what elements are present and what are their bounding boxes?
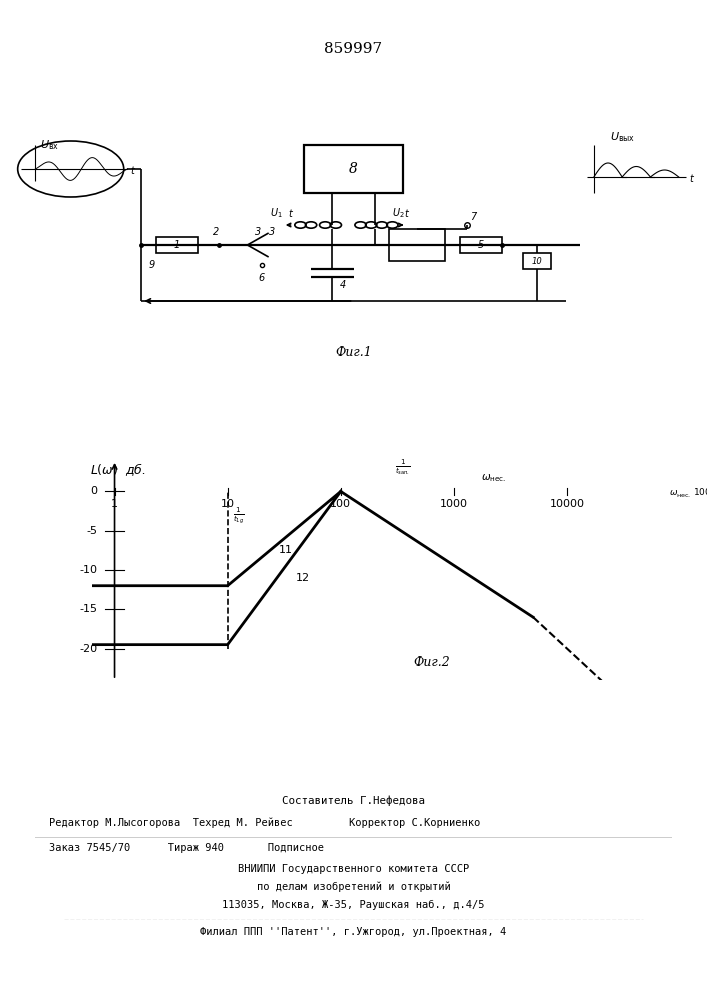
- Text: Фиг.2: Фиг.2: [413, 656, 450, 669]
- Text: 1: 1: [111, 499, 118, 509]
- Text: -15: -15: [80, 604, 98, 614]
- Text: по делам изобретений и открытий: по делам изобретений и открытий: [257, 882, 450, 893]
- Text: $\frac{1}{t_{1g}}$: $\frac{1}{t_{1g}}$: [233, 506, 245, 526]
- Text: $U_{\text{вх}}$: $U_{\text{вх}}$: [40, 138, 59, 152]
- Bar: [304, 145, 403, 193]
- Text: 9: 9: [148, 260, 155, 270]
- Text: Редактор М.Лысогорова  Техред М. Рейвес         Корректор С.Корниенко: Редактор М.Лысогорова Техред М. Рейвес К…: [49, 817, 481, 828]
- Text: $U_2$: $U_2$: [392, 206, 405, 220]
- Text: 5: 5: [478, 240, 484, 250]
- Text: 10: 10: [532, 256, 543, 265]
- Text: 1000: 1000: [440, 499, 468, 509]
- Text: 0: 0: [90, 486, 98, 496]
- Text: Заказ 7545/70      Тираж 940       Подписное: Заказ 7545/70 Тираж 940 Подписное: [49, 843, 325, 853]
- Text: -5: -5: [86, 526, 98, 536]
- Text: $U_1$: $U_1$: [270, 206, 283, 220]
- Text: ВНИИПИ Государственного комитета СССР: ВНИИПИ Государственного комитета СССР: [238, 864, 469, 874]
- Text: $\omega_{\text{нес.}}$: $\omega_{\text{нес.}}$: [481, 472, 506, 484]
- Text: 3: 3: [255, 227, 261, 237]
- Text: t: t: [131, 166, 134, 176]
- Text: 8: 8: [349, 162, 358, 176]
- Text: 859997: 859997: [325, 42, 382, 56]
- Text: 6: 6: [259, 273, 264, 283]
- Text: $\frac{1}{t_{\text{зап.}}}$: $\frac{1}{t_{\text{зап.}}}$: [395, 458, 411, 477]
- Text: t: t: [404, 209, 409, 219]
- Text: t: t: [689, 174, 693, 184]
- Text: 100: 100: [330, 499, 351, 509]
- Text: $L(\omega)$  дб.: $L(\omega)$ дб.: [90, 462, 146, 478]
- Text: 2: 2: [213, 227, 218, 237]
- Text: -10: -10: [80, 565, 98, 575]
- Text: 113035, Москва, Ж-35, Раушская наб., д.4/5: 113035, Москва, Ж-35, Раушская наб., д.4…: [222, 900, 485, 910]
- Text: t: t: [288, 209, 292, 219]
- Text: 12: 12: [296, 573, 310, 583]
- Text: Филиал ППП ''Патент'', г.Ужгород, ул.Проектная, 4: Филиал ППП ''Патент'', г.Ужгород, ул.Про…: [200, 927, 507, 937]
- Text: 11: 11: [279, 545, 293, 555]
- Bar: [156, 237, 198, 253]
- Text: $\omega_{\text{нес.}}\ 10000\ \omega_{\text{зап.}}\,\frac{1}{\text{сек.}}$: $\omega_{\text{нес.}}\ 10000\ \omega_{\t…: [669, 486, 707, 501]
- Text: Фиг.1: Фиг.1: [335, 347, 372, 360]
- Text: 1: 1: [174, 240, 180, 250]
- Text: 7: 7: [470, 212, 477, 222]
- Text: 3: 3: [269, 227, 275, 237]
- Bar: [523, 253, 551, 269]
- Bar: [389, 229, 445, 261]
- Text: 4: 4: [339, 280, 346, 290]
- Text: 10000: 10000: [549, 499, 585, 509]
- Text: Составитель Г.Нефедова: Составитель Г.Нефедова: [282, 795, 425, 806]
- Text: 10: 10: [221, 499, 235, 509]
- Text: -20: -20: [79, 644, 98, 654]
- Text: $U_{\text{вых}}$: $U_{\text{вых}}$: [609, 130, 635, 144]
- Bar: [460, 237, 502, 253]
